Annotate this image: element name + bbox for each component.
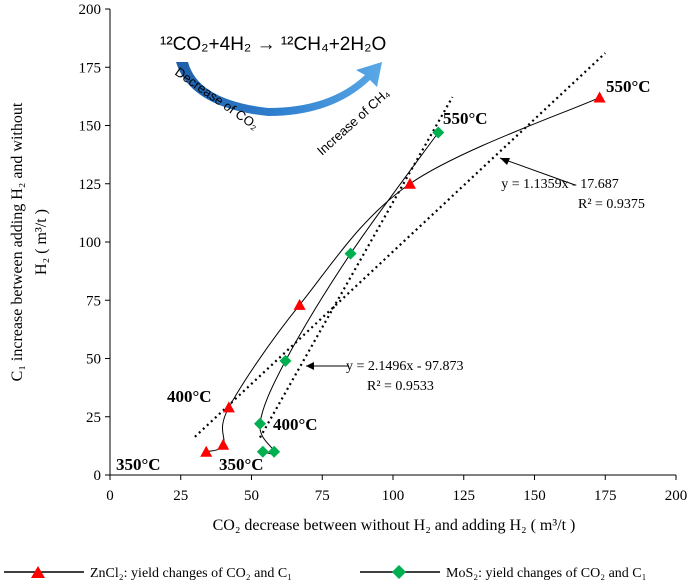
increase-ch4-label: Increase of CH₄ — [314, 86, 392, 159]
trendline-mo — [259, 96, 454, 439]
zn-equation: y = 1.1359x - 17.687 — [501, 177, 619, 192]
data-point-mo — [253, 417, 266, 430]
data-point-mo — [256, 445, 269, 458]
y-axis-title-line1: C₁ increase between adding H₂ and withou… — [9, 102, 26, 381]
reaction-arrow-arc — [176, 62, 382, 116]
zn-eq-leader — [499, 157, 576, 186]
zn-r2: R² = 0.9375 — [578, 197, 645, 212]
x-tick-label: 75 — [315, 488, 330, 504]
temp-label-550-zn: 550°C — [606, 77, 651, 96]
temp-label-550-mo: 550°C — [443, 109, 488, 128]
data-point-zn — [293, 298, 306, 310]
series-curves — [206, 97, 600, 455]
data-point-zn — [217, 438, 230, 450]
temp-label-350-zn: 350°C — [116, 455, 161, 474]
data-point-mo — [268, 445, 281, 458]
y-tick-label: 125 — [79, 177, 102, 193]
series-markers — [200, 91, 606, 458]
data-point-zn — [403, 177, 416, 189]
legend-label-zn: ZnCl₂: yield changes of CO₂ and C₁ — [90, 566, 292, 581]
temp-label-400-zn: 400°C — [167, 387, 212, 406]
legend: ZnCl₂: yield changes of CO₂ and C₁ MoS₂:… — [4, 565, 647, 581]
mo-eq-leader-arrowhead — [306, 362, 314, 370]
y-axis-title-line2: H₂ ( m³/t ) — [33, 209, 50, 275]
x-tick-label: 150 — [523, 488, 546, 504]
y-tick-label: 175 — [79, 60, 102, 76]
y-tick-label: 100 — [79, 235, 102, 251]
data-point-zn — [222, 401, 235, 413]
x-tick-label: 25 — [173, 488, 188, 504]
y-ticks: 0 25 50 75 100 125 150 175 200 — [79, 2, 110, 484]
x-tick-label: 200 — [665, 488, 688, 504]
y-tick-label: 150 — [79, 119, 102, 135]
x-tick-label: 125 — [453, 488, 476, 504]
reaction-equation: ¹²CO₂+4H₂ → ¹²CH₄+2H₂O — [160, 34, 386, 55]
data-point-mo — [279, 354, 292, 367]
legend-marker-zn — [31, 566, 45, 578]
zn-eq-leader-arrowhead — [500, 158, 510, 165]
mo-equation: y = 2.1496x - 97.873 — [346, 359, 464, 374]
x-axis-title: CO₂ decrease between without H₂ and addi… — [213, 517, 576, 534]
x-tick-label: 100 — [382, 488, 405, 504]
x-tick-label: 50 — [244, 488, 259, 504]
data-point-zn — [200, 445, 213, 457]
x-tick-label: 0 — [106, 488, 114, 504]
legend-marker-mo — [392, 565, 406, 579]
curve-zn — [206, 97, 600, 453]
x-tick-label: 175 — [594, 488, 617, 504]
y-tick-label: 25 — [86, 410, 101, 426]
mo-r2: R² = 0.9533 — [367, 379, 434, 394]
temp-label-400-mo: 400°C — [273, 415, 318, 434]
data-point-zn — [593, 91, 606, 103]
data-point-mo — [344, 247, 357, 260]
y-tick-label: 75 — [86, 293, 101, 309]
data-point-mo — [432, 126, 445, 139]
temp-label-350-mo: 350°C — [219, 455, 264, 474]
x-ticks: 0 25 50 75 100 125 150 175 200 — [106, 475, 687, 504]
decrease-co2-label: Decrease of CO₂ — [172, 64, 261, 133]
legend-label-mo: MoS₂: yield changes of CO₂ and C₁ — [446, 566, 647, 581]
trend-lines — [194, 52, 607, 439]
y-tick-label: 50 — [86, 352, 101, 368]
y-tick-label: 0 — [94, 468, 102, 484]
trendline-zn — [194, 52, 607, 438]
y-tick-label: 200 — [79, 2, 102, 18]
